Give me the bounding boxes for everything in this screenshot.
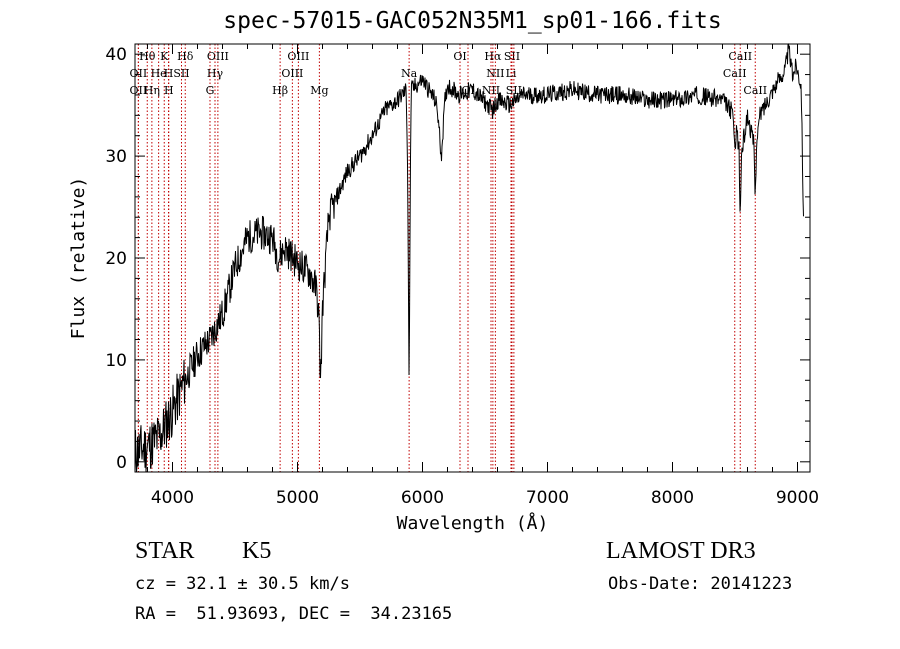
survey-label: LAMOST DR3 bbox=[606, 538, 756, 564]
y-tick-label: 10 bbox=[105, 351, 127, 371]
object-class: STAR bbox=[135, 538, 195, 564]
spectral-line-label: K bbox=[160, 50, 169, 63]
spectral-line-label: Hδ bbox=[177, 50, 194, 63]
chart-title: spec-57015-GAC052N35M1_sp01-166.fits bbox=[223, 8, 722, 34]
redshift-velocity: cz = 32.1 ± 30.5 km/s bbox=[135, 574, 350, 594]
sky-coordinates: RA = 51.93693, DEC = 34.23165 bbox=[135, 604, 453, 624]
spectral-line-label: Hη bbox=[144, 84, 160, 97]
spectral-line-label: OIII bbox=[287, 50, 309, 63]
spectral-line-label: Hγ bbox=[207, 67, 224, 80]
y-tick-label: 0 bbox=[116, 453, 127, 473]
spectral-line-label: Hα bbox=[484, 50, 502, 63]
spectral-line-label: He bbox=[151, 67, 167, 80]
x-tick-label: 6000 bbox=[401, 488, 444, 508]
spectral-line-label: OIII bbox=[281, 67, 303, 80]
spectral-line-label: Mg bbox=[310, 84, 328, 97]
y-tick-label: 20 bbox=[105, 249, 127, 269]
x-tick-label: 7000 bbox=[526, 488, 569, 508]
spectral-line-label: Hθ bbox=[139, 50, 156, 63]
spectral-line-label: OIII bbox=[207, 50, 229, 63]
spectral-line-label: NII bbox=[486, 67, 504, 80]
x-tick-label: 4000 bbox=[151, 488, 194, 508]
x-tick-label: 8000 bbox=[651, 488, 694, 508]
spectral-line-label: Li bbox=[506, 67, 517, 80]
spectrum-series-line bbox=[134, 43, 804, 473]
y-tick-label: 40 bbox=[105, 45, 127, 65]
spectral-line-label: OII bbox=[130, 84, 148, 97]
y-axis-label: Flux (relative) bbox=[68, 177, 89, 340]
spectral-line-label: CaII bbox=[728, 50, 752, 63]
spectral-line-label: G bbox=[206, 84, 215, 97]
spectral-subclass: K5 bbox=[242, 538, 272, 564]
y-tick-label: 30 bbox=[105, 147, 127, 167]
spectral-line-label: SII bbox=[173, 67, 189, 80]
spectral-line-label: OI bbox=[453, 50, 466, 63]
x-tick-label: 9000 bbox=[776, 488, 819, 508]
spectral-line-label: CaII bbox=[723, 67, 747, 80]
spectral-line-label: H bbox=[164, 84, 174, 97]
observation-date: Obs-Date: 20141223 bbox=[608, 574, 793, 594]
x-axis-label: Wavelength (Å) bbox=[397, 512, 549, 534]
spectral-line-label: NII bbox=[482, 84, 500, 97]
spectral-line-label: Na bbox=[401, 67, 418, 80]
spectral-line-label: CaII bbox=[743, 84, 767, 97]
x-tick-label: 5000 bbox=[276, 488, 319, 508]
spectral-line-label: Hβ bbox=[272, 84, 288, 97]
spectral-line-label: SII bbox=[504, 50, 520, 63]
